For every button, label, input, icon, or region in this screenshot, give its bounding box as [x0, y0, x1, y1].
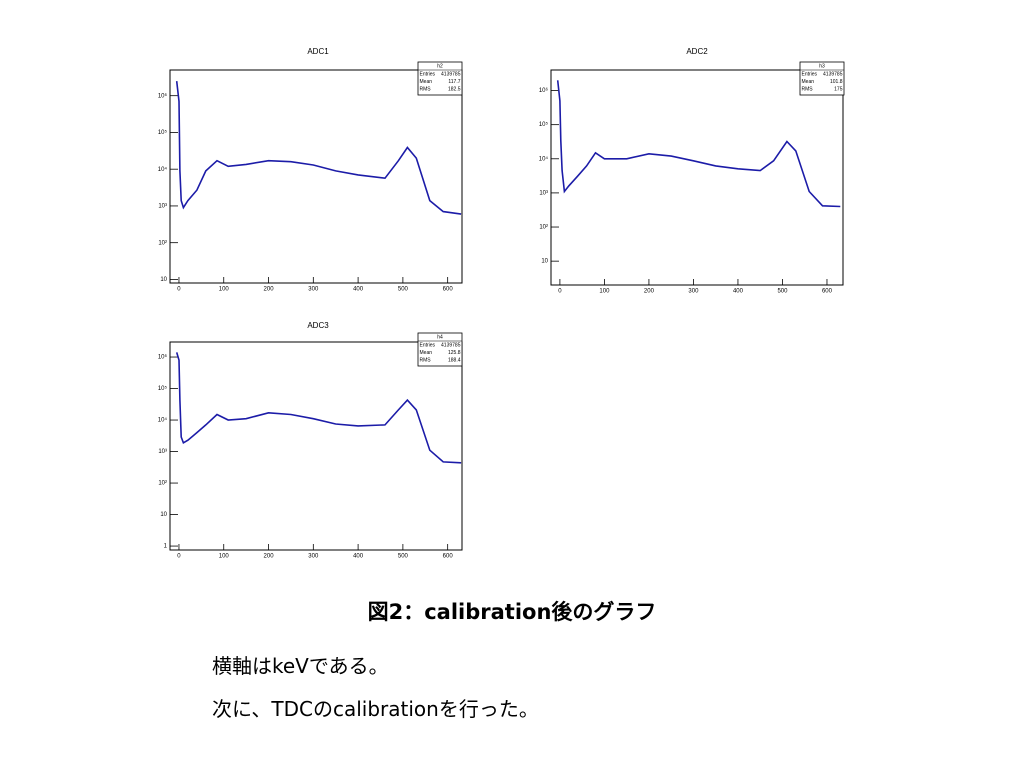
stats-value: 4139785 [823, 71, 843, 77]
chart-title: ADC2 [686, 47, 708, 56]
y-tick-label: 10³ [158, 449, 167, 455]
plot-frame [169, 69, 463, 284]
figure-caption: 図2：calibration後のグラフ [367, 600, 657, 624]
stats-label: Mean [420, 350, 433, 356]
stats-value: 175 [834, 86, 843, 92]
x-tick-label: 300 [308, 554, 319, 560]
y-tick-label: 10⁵ [539, 121, 549, 128]
x-tick-label: 400 [353, 554, 364, 560]
chart-title: ADC1 [307, 47, 329, 56]
stats-label: Mean [802, 79, 815, 85]
x-tick-label: 100 [219, 287, 230, 293]
stats-label: Entries [420, 342, 436, 348]
stats-label: RMS [420, 86, 432, 92]
y-tick-label: 10⁵ [158, 385, 168, 392]
stats-value: 117.7 [448, 79, 460, 85]
y-tick-label: 10⁶ [539, 87, 549, 94]
y-tick-label: 10⁶ [158, 92, 168, 99]
x-tick-label: 300 [308, 287, 319, 293]
x-tick-label: 200 [264, 554, 275, 560]
stats-box [799, 61, 845, 96]
stats-value: 101.8 [830, 79, 843, 85]
y-tick-label: 10² [158, 240, 167, 246]
x-tick-label: 600 [443, 554, 454, 560]
y-tick-label: 10 [541, 259, 548, 265]
stats-name: h4 [437, 334, 443, 340]
x-tick-label: 100 [599, 289, 610, 295]
stats-value: 4139785 [441, 342, 461, 348]
x-tick-label: 0 [177, 554, 181, 560]
note: 次に、TDCのcalibrationを行った。 [212, 697, 539, 721]
x-tick-label: 200 [644, 289, 655, 295]
y-tick-label: 10³ [158, 204, 167, 210]
y-tick-label: 10⁴ [158, 166, 168, 173]
histogram-line [556, 80, 841, 208]
x-tick-label: 300 [688, 289, 699, 295]
y-tick-label: 10² [158, 481, 167, 487]
y-tick-label: 1 [164, 544, 168, 550]
stats-box [417, 61, 463, 96]
x-tick-label: 400 [353, 287, 364, 293]
x-tick-label: 500 [777, 289, 788, 295]
stats-label: RMS [802, 86, 814, 92]
y-tick-label: 10⁶ [158, 354, 168, 361]
stats-label: RMS [420, 357, 432, 363]
x-tick-label: 500 [398, 287, 409, 293]
y-tick-label: 10² [539, 225, 548, 231]
stats-value: 125.8 [448, 350, 461, 356]
stats-name: h3 [819, 63, 825, 69]
histogram-line [175, 352, 462, 464]
y-tick-label: 10 [160, 512, 167, 518]
stats-label: Entries [420, 71, 436, 77]
x-tick-label: 500 [398, 554, 409, 560]
x-tick-label: 600 [443, 287, 454, 293]
x-tick-label: 0 [558, 289, 562, 295]
y-tick-label: 10⁵ [158, 129, 168, 136]
y-tick-label: 10³ [539, 190, 548, 196]
x-tick-label: 200 [264, 287, 275, 293]
histogram-line [175, 81, 462, 215]
stats-value: 4139785 [441, 71, 461, 77]
stats-box [417, 332, 463, 367]
y-tick-label: 10⁴ [539, 155, 549, 162]
chart-title: ADC3 [307, 321, 329, 330]
y-tick-label: 10⁴ [158, 417, 168, 424]
plot-frame [169, 341, 463, 551]
x-tick-label: 0 [177, 287, 181, 293]
x-tick-label: 100 [219, 554, 230, 560]
note: 横軸はkeVである。 [212, 654, 389, 678]
x-tick-label: 400 [733, 289, 744, 295]
stats-label: Mean [420, 79, 433, 85]
x-tick-label: 600 [822, 289, 833, 295]
stats-label: Entries [802, 71, 818, 77]
stats-value: 182.5 [448, 86, 461, 92]
stats-value: 188.4 [448, 357, 461, 363]
plot-frame [550, 69, 844, 286]
y-tick-label: 10 [160, 277, 167, 283]
stats-name: h2 [437, 63, 443, 69]
